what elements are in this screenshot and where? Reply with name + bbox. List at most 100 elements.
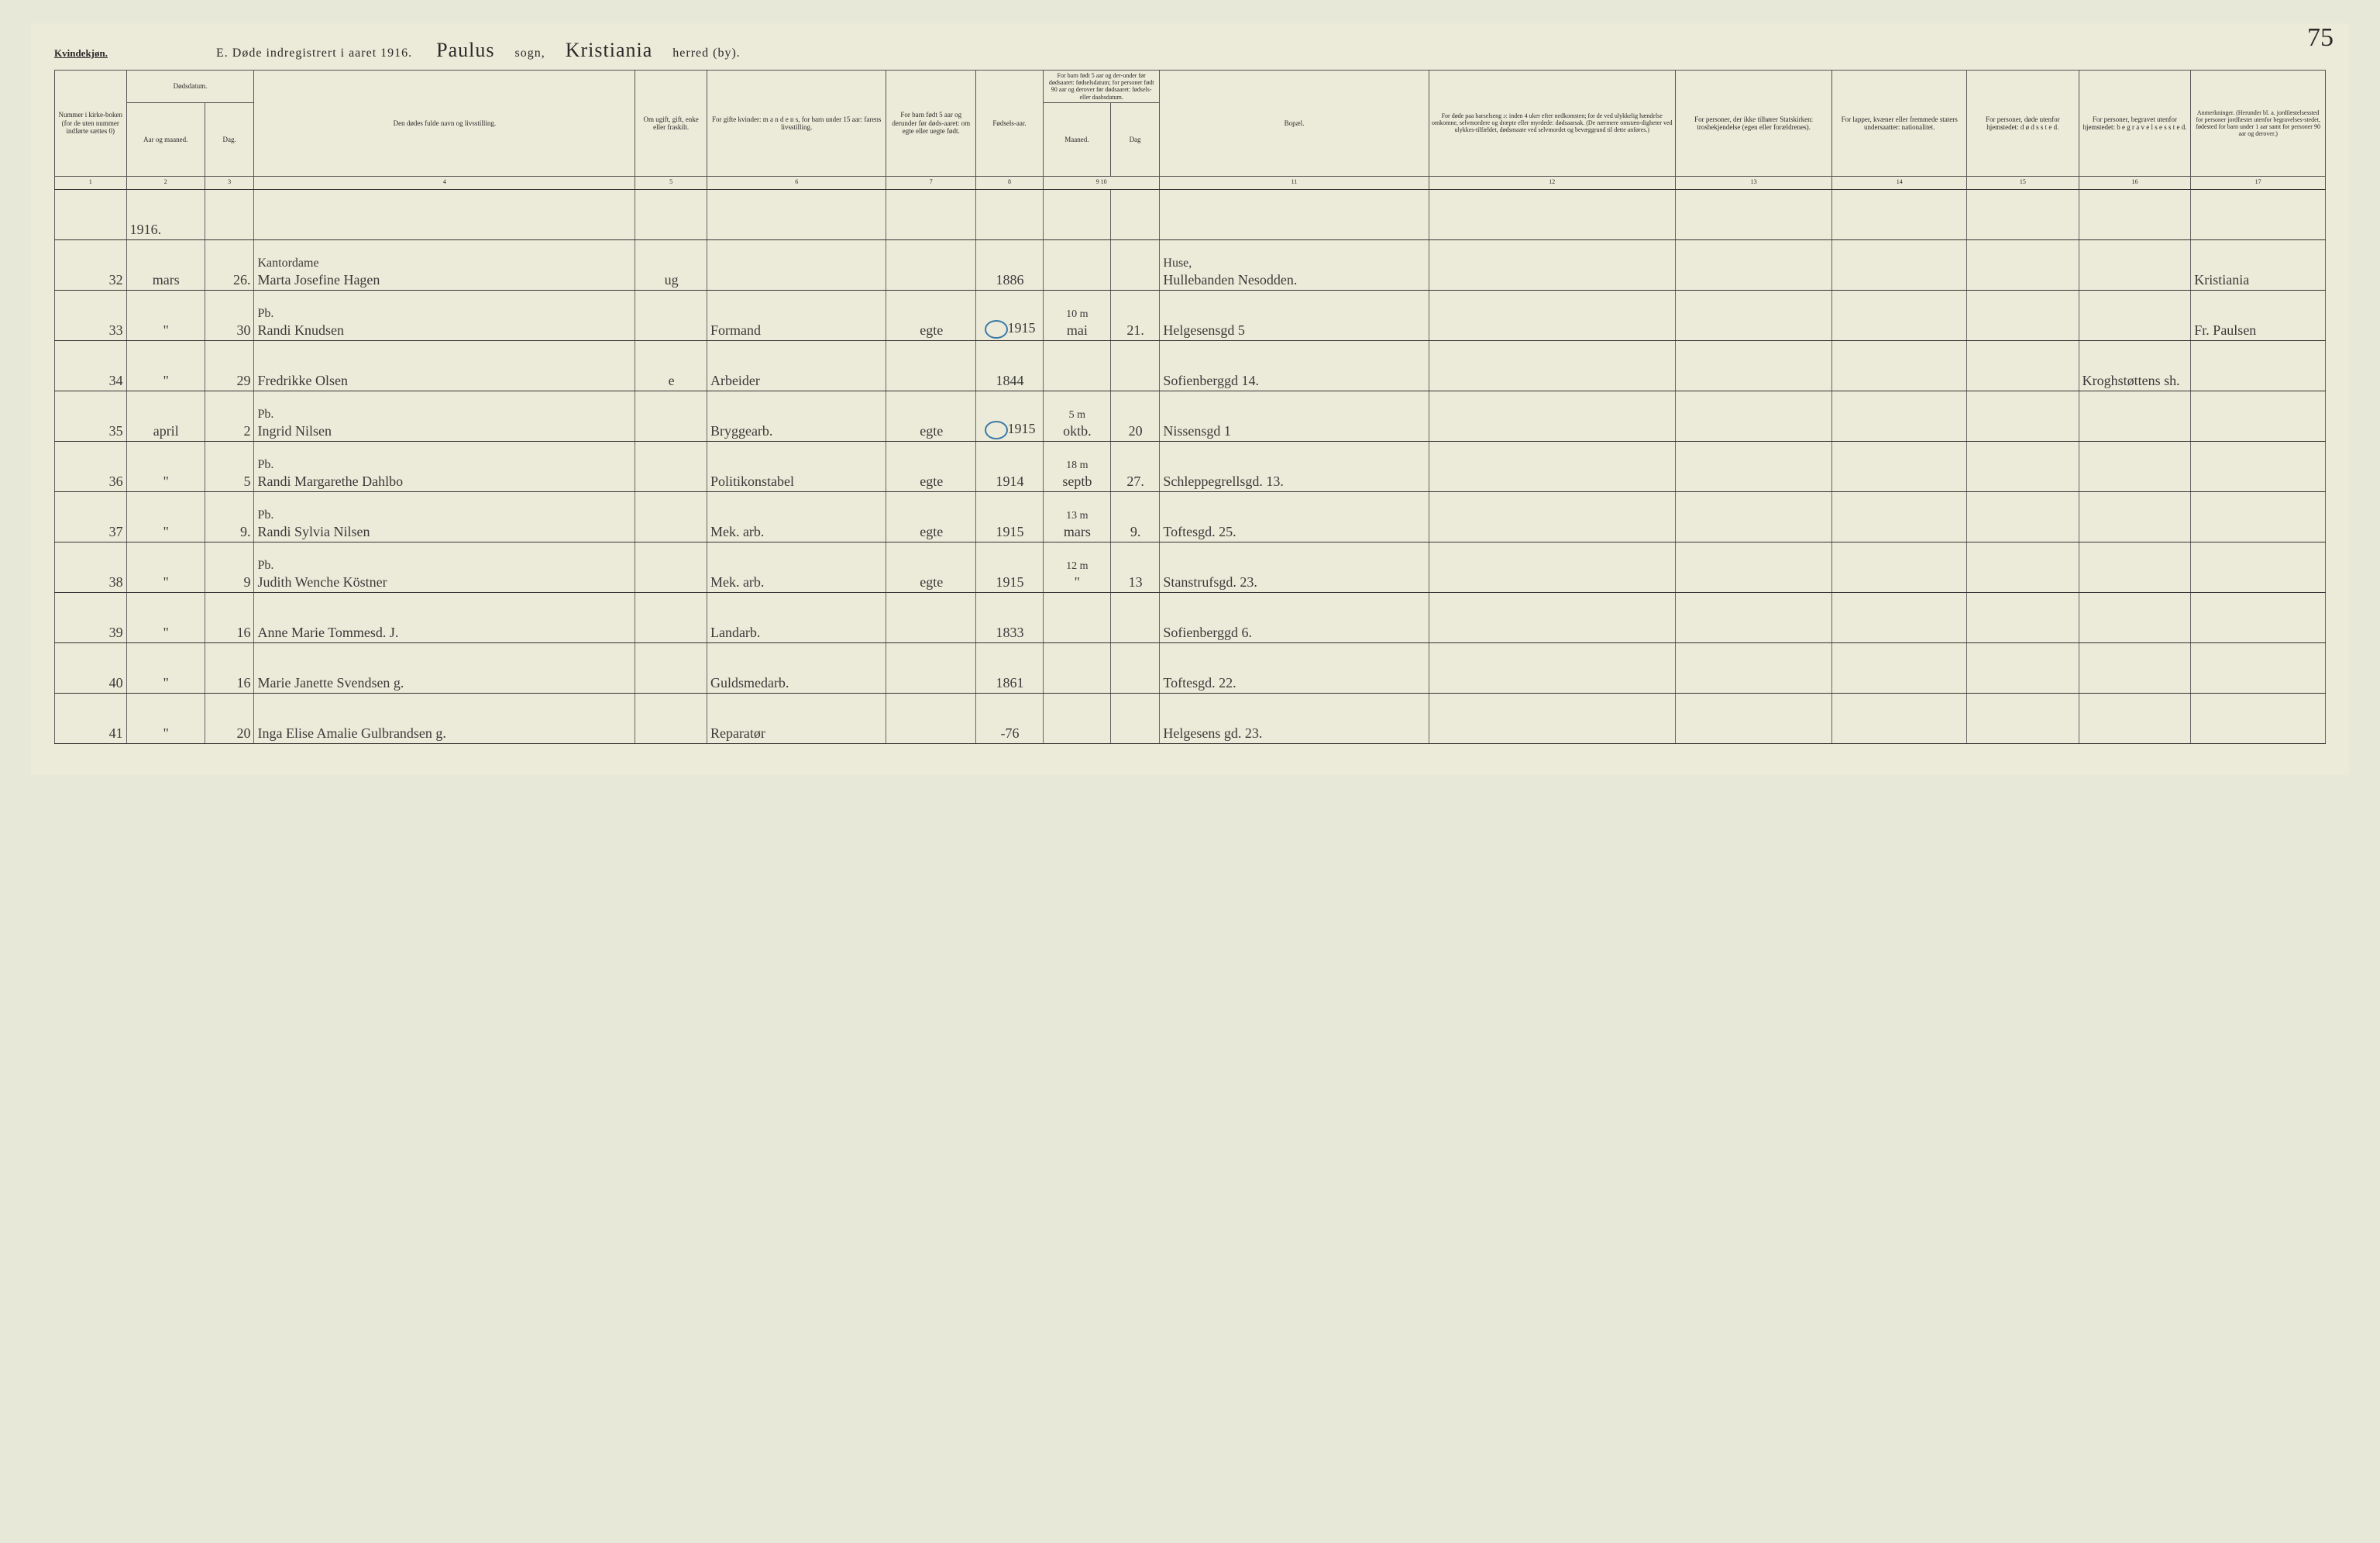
year-row: 1916. <box>55 189 2326 239</box>
table-cell <box>1043 693 1110 743</box>
table-cell <box>1043 592 1110 642</box>
table-cell <box>1832 239 1967 290</box>
table-cell <box>635 290 707 340</box>
table-cell: Pb.Judith Wenche Köstner <box>254 542 635 592</box>
table-cell <box>1675 441 1832 491</box>
table-cell <box>1832 441 1967 491</box>
sogn-label: sogn, <box>515 46 545 60</box>
table-row: 38"9Pb.Judith Wenche KöstnerMek. arb.egt… <box>55 542 2326 592</box>
table-cell: 18 mseptb <box>1043 441 1110 491</box>
table-cell: 1886 <box>976 239 1044 290</box>
table-cell <box>1429 290 1675 340</box>
column-number: 2 <box>126 176 205 189</box>
table-cell <box>1832 642 1967 693</box>
column-number: 12 <box>1429 176 1675 189</box>
col-subheader: Dag <box>1110 102 1160 176</box>
table-cell: 37 <box>55 491 127 542</box>
table-cell <box>1675 693 1832 743</box>
table-cell: Arbeider <box>707 340 886 391</box>
table-cell: Toftesgd. 25. <box>1160 491 1429 542</box>
column-number: 9 10 <box>1043 176 1159 189</box>
table-cell <box>1429 693 1675 743</box>
title-line: E. Døde indregistrert i aaret 1916. Paul… <box>216 39 741 62</box>
table-cell <box>1429 441 1675 491</box>
column-number: 14 <box>1832 176 1967 189</box>
table-cell: Sofienberggd 6. <box>1160 592 1429 642</box>
table-cell: " <box>126 592 205 642</box>
table-cell: Nissensgd 1 <box>1160 391 1429 441</box>
table-cell: 40 <box>55 642 127 693</box>
table-cell: 1844 <box>976 340 1044 391</box>
table-cell <box>1675 239 1832 290</box>
table-cell <box>1110 693 1160 743</box>
table-cell <box>1429 340 1675 391</box>
table-cell: " <box>126 441 205 491</box>
table-cell: 41 <box>55 693 127 743</box>
table-cell <box>1043 239 1110 290</box>
table-cell: Landarb. <box>707 592 886 642</box>
col-header: Dødsdatum. <box>126 71 254 103</box>
table-cell: 16 <box>205 642 254 693</box>
table-cell <box>1675 542 1832 592</box>
table-cell: " <box>126 642 205 693</box>
table-cell: Formand <box>707 290 886 340</box>
col-subheader: Maaned. <box>1043 102 1110 176</box>
table-cell: 13 mmars <box>1043 491 1110 542</box>
table-cell <box>2191 391 2326 441</box>
table-cell <box>1675 340 1832 391</box>
column-number: 6 <box>707 176 886 189</box>
table-cell <box>635 491 707 542</box>
table-cell: 1833 <box>976 592 1044 642</box>
table-cell <box>1832 340 1967 391</box>
table-cell: 1914 <box>976 441 1044 491</box>
table-cell: Pb.Randi Margarethe Dahlbo <box>254 441 635 491</box>
table-cell <box>2079 592 2191 642</box>
table-cell: Sofienberggd 14. <box>1160 340 1429 391</box>
table-cell <box>635 542 707 592</box>
table-cell: Guldsmedarb. <box>707 642 886 693</box>
table-cell <box>635 592 707 642</box>
column-number: 15 <box>1966 176 2079 189</box>
gender-label: Kvindekjøn. <box>54 47 108 60</box>
col-header: For personer, begravet utenfor hjemstede… <box>2079 71 2191 177</box>
table-cell <box>1429 491 1675 542</box>
table-cell <box>1429 239 1675 290</box>
table-cell: 20 <box>1110 391 1160 441</box>
table-cell <box>2079 542 2191 592</box>
col-header: For personer, der ikke tilhører Statskir… <box>1675 71 1832 177</box>
table-cell: 32 <box>55 239 127 290</box>
table-cell <box>1675 592 1832 642</box>
table-header: Nummer i kirke-boken (for de uten nummer… <box>55 71 2326 190</box>
col-header: Den dødes fulde navn og livsstilling. <box>254 71 635 177</box>
col-header: Nummer i kirke-boken (for de uten nummer… <box>55 71 127 177</box>
table-cell: Mek. arb. <box>707 491 886 542</box>
table-row: 41"20Inga Elise Amalie Gulbrandsen g.Rep… <box>55 693 2326 743</box>
table-cell: 33 <box>55 290 127 340</box>
table-cell: 38 <box>55 542 127 592</box>
table-cell: -76 <box>976 693 1044 743</box>
table-cell: 34 <box>55 340 127 391</box>
col-header: For personer, døde utenfor hjemstedet: d… <box>1966 71 2079 177</box>
table-cell <box>886 340 976 391</box>
column-number: 17 <box>2191 176 2326 189</box>
table-cell <box>1429 542 1675 592</box>
table-cell <box>2191 340 2326 391</box>
table-cell: april <box>126 391 205 441</box>
table-cell <box>1110 340 1160 391</box>
table-cell: 9. <box>1110 491 1160 542</box>
table-cell: Mek. arb. <box>707 542 886 592</box>
table-cell: mars <box>126 239 205 290</box>
page-number: 75 <box>2307 23 2334 53</box>
table-cell: 27. <box>1110 441 1160 491</box>
table-cell <box>1832 290 1967 340</box>
herred-handwritten: Kristiania <box>561 39 658 61</box>
table-cell <box>1966 391 2079 441</box>
table-cell: egte <box>886 441 976 491</box>
column-number: 1 <box>55 176 127 189</box>
table-cell <box>1675 290 1832 340</box>
table-cell: Schleppegrellsgd. 13. <box>1160 441 1429 491</box>
table-cell <box>1429 592 1675 642</box>
table-cell: 13 <box>1110 542 1160 592</box>
table-cell <box>2191 441 2326 491</box>
column-number: 4 <box>254 176 635 189</box>
